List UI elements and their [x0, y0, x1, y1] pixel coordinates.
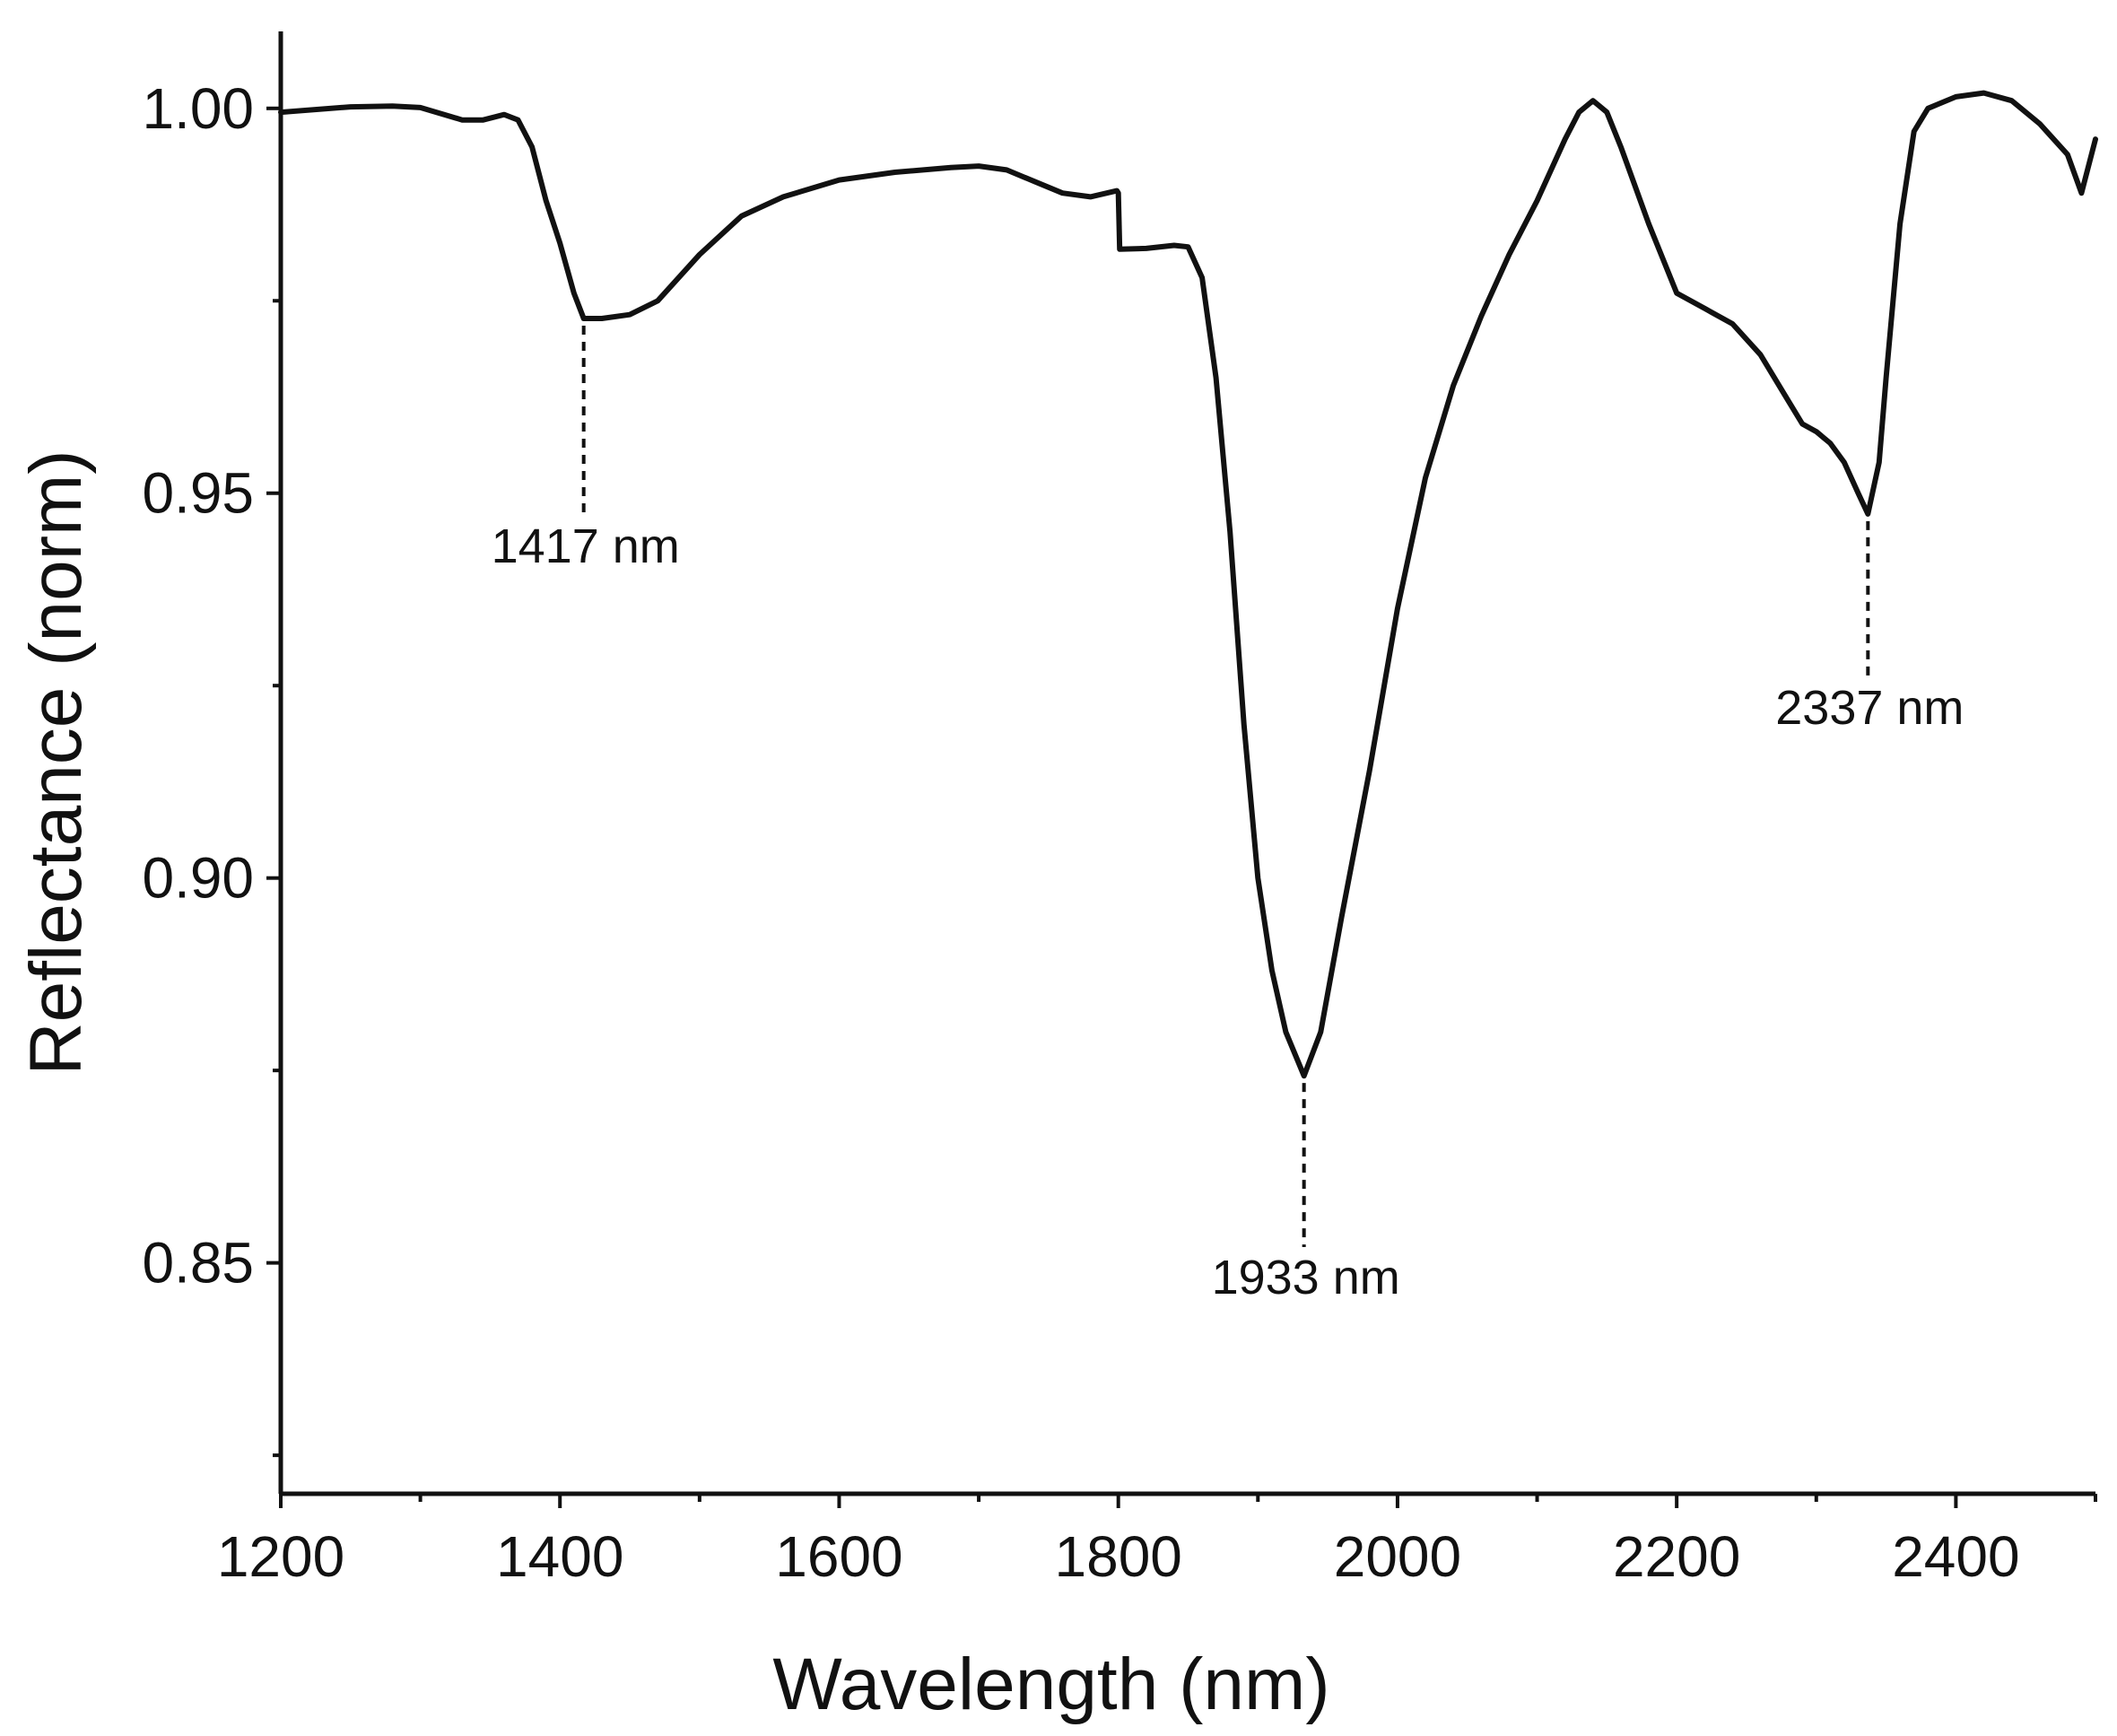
ticks: 1200 1400 1600 1800 2000 2200 2400 0.85 0.90 0.95… — [142, 76, 2097, 1589]
x-tick-label: 1600 — [775, 1524, 902, 1589]
x-axis-title: Wavelength (nm) — [772, 1644, 1329, 1725]
y-tick-label: 0.90 — [142, 846, 254, 911]
x-tick-label: 2000 — [1334, 1524, 1461, 1589]
axes — [278, 31, 2095, 1496]
y-tick-label: 0.85 — [142, 1231, 254, 1295]
plot-area — [278, 90, 2098, 1079]
spectrum-line — [278, 90, 2098, 1079]
y-tick-label: 0.95 — [142, 461, 254, 526]
annotation-label: 2337 nm — [1775, 681, 1964, 735]
y-tick-label: 1.00 — [142, 76, 254, 141]
annotations: 1417 nm 1933 nm 2337 nm — [492, 325, 1964, 1304]
x-tick-label: 2200 — [1613, 1524, 1740, 1589]
x-tick-label: 2400 — [1892, 1524, 2019, 1589]
annotation-label: 1933 nm — [1212, 1251, 1400, 1304]
x-tick-label: 1200 — [217, 1524, 344, 1589]
annotation-label: 1417 nm — [492, 519, 680, 573]
x-tick-label: 1400 — [496, 1524, 623, 1589]
y-axis-title: Reflectance (norm) — [15, 449, 97, 1075]
x-tick-label: 1800 — [1055, 1524, 1182, 1589]
